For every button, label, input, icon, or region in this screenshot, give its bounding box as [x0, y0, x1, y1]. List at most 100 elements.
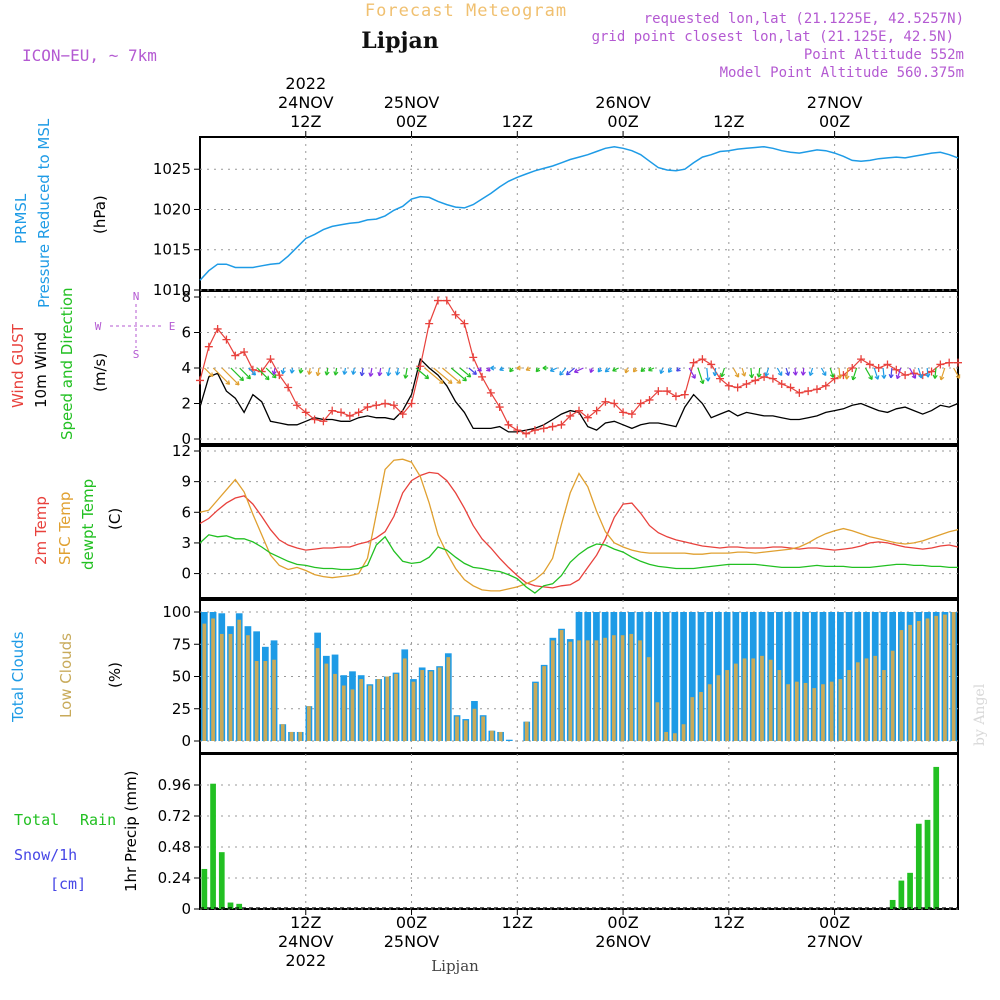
wind-arrow — [953, 367, 961, 379]
wind-arrow — [926, 367, 929, 378]
wind-arrow — [741, 367, 746, 377]
wind-arrow-head — [395, 371, 401, 376]
gust-marker — [196, 376, 204, 385]
wind-arrow-head — [911, 374, 917, 379]
wind-arrow-head — [720, 372, 725, 378]
gust-marker — [460, 319, 469, 328]
low-cloud-bar — [341, 685, 346, 741]
wind-arrow-head — [612, 367, 617, 372]
wind-arrow-head — [549, 367, 555, 373]
gust-marker — [636, 399, 645, 408]
wind-arrow-head — [676, 367, 681, 372]
low-cloud-bar — [672, 733, 677, 741]
wind-arrow-head — [829, 373, 835, 378]
wind-arrow — [424, 367, 444, 384]
total-cloud-bar — [680, 612, 687, 741]
low-cloud-bar — [664, 731, 668, 741]
gust-marker — [619, 408, 628, 417]
gust-marker — [671, 392, 680, 401]
total-cloud-bar — [828, 612, 836, 741]
low-cloud-bar — [655, 702, 660, 741]
clouds-unit: (%) — [106, 662, 124, 688]
gust-marker — [513, 426, 522, 435]
wind-arrow — [750, 367, 753, 378]
temperature-ytick-label: 12 — [172, 442, 191, 460]
total-cloud-bar — [793, 612, 801, 741]
low-cloud-bar — [324, 663, 329, 741]
gust-marker — [433, 296, 442, 305]
wind-arrow-head — [499, 366, 504, 372]
low-cloud-bar — [437, 667, 442, 741]
low-cloud-bar — [847, 670, 851, 741]
gust-marker — [275, 371, 284, 380]
wind-arrow — [864, 367, 873, 380]
gust-marker — [742, 379, 751, 388]
temperature-frame — [199, 445, 959, 599]
wind-unit: (m/s) — [91, 353, 109, 392]
compass-icon: N S W E — [95, 290, 176, 361]
wind-arrow-head — [565, 370, 571, 376]
wind-arrow — [256, 367, 270, 381]
wind-arrow-head — [271, 370, 277, 375]
total-cloud-bar — [784, 612, 792, 741]
rain-bar — [907, 872, 913, 909]
gust-marker — [557, 420, 566, 429]
gust-marker — [328, 406, 337, 415]
wind-arrow-head — [342, 370, 348, 375]
gust-marker — [901, 371, 910, 380]
low-cloud-bar — [289, 731, 294, 741]
temp-label: 2m Temp — [32, 496, 50, 565]
low-cloud-bar — [725, 670, 729, 741]
wind-arrow — [459, 367, 472, 378]
bottom-time-label: 00Z — [396, 913, 427, 932]
low-cloud-bar — [786, 684, 790, 741]
snow-label: Snow/1h — [14, 846, 77, 864]
wind-arrow-head — [462, 376, 467, 382]
wind-arrow — [230, 367, 244, 382]
wind-arrow-head — [573, 368, 579, 374]
clouds-ytick-label: 100 — [162, 603, 191, 621]
low-cloud-bar — [577, 640, 581, 741]
low-cloud-bar — [943, 614, 947, 741]
gust-marker — [857, 355, 866, 364]
gust-marker — [548, 422, 557, 431]
gust-marker — [337, 408, 346, 417]
low-cloud-bar — [429, 671, 433, 741]
precipitation-ytick-label: 0.96 — [158, 776, 191, 794]
wind-arrow-head — [246, 374, 251, 380]
wind-arrow — [909, 367, 916, 379]
total-cloud-bar — [688, 612, 696, 741]
low-cloud-bar — [777, 670, 782, 741]
low-cloud-bar — [376, 679, 381, 741]
gust-marker — [583, 413, 592, 422]
gust-marker — [292, 401, 301, 410]
wind-arrow-head — [208, 372, 214, 377]
bottom-time-label: 00Z — [819, 913, 850, 932]
wind-arrow-head — [351, 370, 357, 375]
pressure-series-line — [199, 145, 959, 281]
wind-arrow-head — [486, 367, 491, 372]
clouds-ytick-label: 25 — [172, 700, 191, 718]
gust-marker — [839, 371, 848, 380]
low-cloud-bar — [890, 650, 895, 741]
wind-arrow-head — [632, 367, 638, 373]
wind-arrow-head — [289, 369, 295, 374]
gust-marker — [892, 365, 901, 374]
compass-n: N — [133, 290, 140, 303]
watermark: by Angel — [972, 683, 988, 746]
wind-arrow-head — [699, 379, 705, 385]
bottom-time-label: 27NOV — [807, 932, 863, 951]
wind-arrow-head — [280, 369, 286, 375]
gust-marker — [627, 410, 636, 419]
wind-arrow — [838, 367, 841, 379]
temperature-ytick-label: 9 — [181, 473, 191, 491]
wind-arrow-head — [472, 370, 477, 375]
low-cloud-bar — [855, 662, 860, 741]
low-cloud-bar — [472, 708, 477, 741]
low-cloud-bar — [385, 676, 390, 741]
low-cloud-bar — [620, 635, 625, 741]
low-cloud-bar — [829, 681, 834, 741]
rain-bar — [915, 823, 922, 909]
wind-arrow — [846, 367, 849, 380]
low-cloud-bar — [751, 658, 756, 741]
